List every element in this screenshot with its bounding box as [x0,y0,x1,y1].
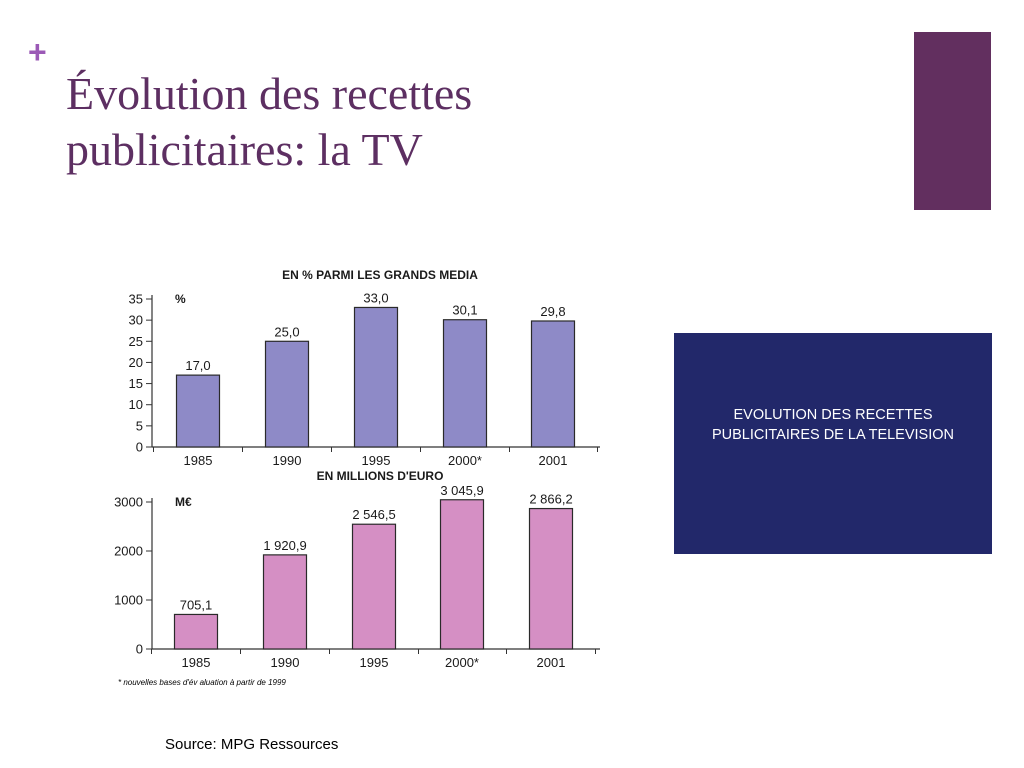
category-label: 2001 [539,453,568,468]
y-tick-label: 0 [136,440,143,455]
bar-1985 [173,613,219,650]
slide-title: Évolution des recettes publicitaires: la… [66,66,686,178]
category-label: 2001 [537,655,566,670]
bar-1995 [351,523,397,650]
category-label: 1995 [362,453,391,468]
bar-1990 [262,554,308,650]
y-tick-label: 3000 [114,495,143,510]
chart-unit-label: M€ [175,495,192,509]
y-tick-label: 25 [129,334,143,349]
category-label: 1990 [273,453,302,468]
bar-1985 [175,374,221,448]
category-label: 1985 [182,655,211,670]
y-tick-label: 20 [129,355,143,370]
bar-value-label: 33,0 [363,290,388,305]
plus-icon: + [28,34,47,70]
chart-unit-label: % [175,292,186,306]
bar-value-label: 17,0 [185,358,210,373]
y-tick-label: 35 [129,292,143,307]
bar-value-label: 705,1 [180,597,213,612]
chart-millions-euro: EN MILLIONS D'EURO M€ 0 1000 2000 3000 705,1 19… [114,469,600,670]
bar-value-label: 2 866,2 [529,492,572,507]
chart-percent-share: EN % PARMI LES GRANDS MEDIA% 0 5 10 15 20 25 30… [129,268,600,468]
chart-footnote: * nouvelles bases d'év aluation à partir… [118,678,286,687]
info-box-line-1: EVOLUTION DES RECETTES [733,407,933,423]
y-tick-label: 10 [129,397,143,412]
bar-value-label: 2 546,5 [352,507,395,522]
bar-1995 [353,306,399,448]
y-tick-label: 1000 [114,593,143,608]
category-label: 2000* [445,655,479,670]
source-caption: Source: MPG Ressources [165,736,339,753]
bar-value-label: 30,1 [452,303,477,318]
chart-title: EN % PARMI LES GRANDS MEDIA [282,268,478,282]
bar-2001 [528,507,574,650]
bar-1990 [264,340,310,448]
y-tick-label: 15 [129,376,143,391]
info-box-line-2: PUBLICITAIRES DE LA TELEVISION [711,427,955,443]
info-box: EVOLUTION DES RECETTES PUBLICITAIRES DE … [674,333,992,554]
category-label: 1990 [271,655,300,670]
y-tick-label: 2000 [114,544,143,559]
title-line-2: publicitaires: la TV [66,124,423,175]
title-line-1: Évolution des recettes [66,68,473,119]
category-label: 2000* [448,453,482,468]
y-tick-label: 5 [136,418,143,433]
category-label: 1995 [360,655,389,670]
bar-value-label: 29,8 [540,304,565,319]
y-tick-label: 0 [136,642,143,657]
y-tick-label: 30 [129,313,143,328]
bar-value-label: 1 920,9 [263,538,306,553]
bar-2000 [442,319,488,448]
category-label: 1985 [184,453,213,468]
bar-value-label: 3 045,9 [440,483,483,498]
chart-title: EN MILLIONS D'EURO [317,469,444,483]
bar-value-label: 25,0 [274,324,299,339]
bar-2001 [530,320,576,448]
accent-bar [914,32,991,210]
bar-2000 [439,499,485,650]
